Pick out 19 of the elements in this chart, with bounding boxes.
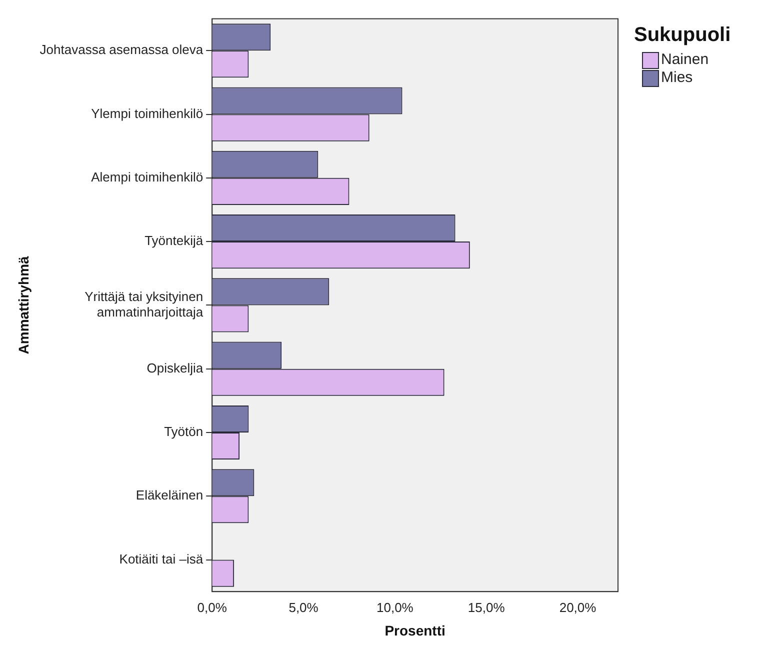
y-tick-label: Työtön xyxy=(164,424,204,440)
y-tick-label: Ylempi toimihenkilö xyxy=(91,106,204,121)
x-tick-label: 10,0% xyxy=(376,600,414,615)
y-tick-label: Alempi toimihenkilö xyxy=(91,169,204,184)
y-axis-title: Ammattiryhmä xyxy=(15,256,32,354)
x-tick-label: 20,0% xyxy=(559,600,597,615)
y-tick-label: Opiskeljia xyxy=(146,360,204,376)
y-tick-label: Johtavassa asemassa oleva xyxy=(40,42,204,58)
legend-title: Sukupuoli xyxy=(634,24,732,47)
x-tick-label: 5,0% xyxy=(288,600,319,615)
y-tick-label: Yrittäjä tai yksityinen ammatinharjoittaja xyxy=(84,288,204,320)
y-tick-label: Työntekijä xyxy=(144,233,204,248)
x-tick-label: 15,0% xyxy=(468,600,506,615)
x-axis-title: Prosentti xyxy=(384,622,446,638)
y-tick-label: Kotiäiti tai –isä xyxy=(119,551,204,566)
legend-label: Mies xyxy=(661,69,693,87)
y-tick-label: Eläkeläinen xyxy=(136,488,204,503)
legend-label: Nainen xyxy=(661,51,709,69)
x-tick-label: 0,0% xyxy=(197,600,228,615)
